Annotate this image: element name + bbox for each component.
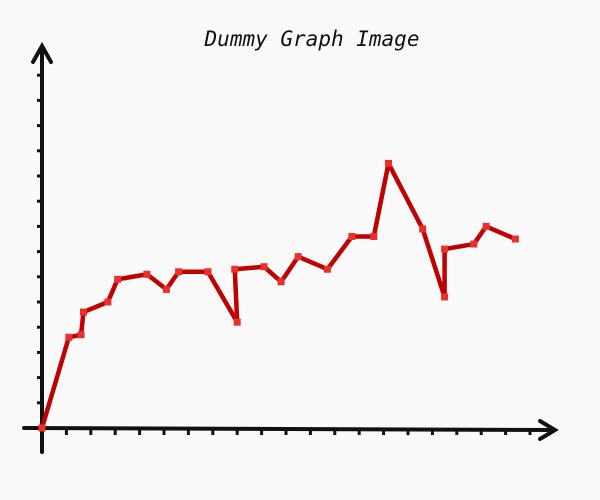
- x-axis: [22, 426, 556, 432]
- data-point: [419, 225, 427, 233]
- data-point: [65, 333, 73, 341]
- data-point: [294, 253, 302, 261]
- data-point: [370, 232, 378, 240]
- data-point: [162, 285, 170, 293]
- data-point: [441, 245, 449, 253]
- data-point: [204, 268, 212, 276]
- data-point: [114, 275, 122, 283]
- axes: [22, 41, 559, 454]
- data-point: [482, 222, 490, 230]
- data-point: [441, 293, 449, 301]
- data-point: [143, 270, 151, 278]
- data-point: [348, 232, 356, 240]
- data-point: [511, 235, 519, 243]
- data-point: [77, 331, 85, 339]
- data-point: [231, 265, 239, 273]
- chart-title: Dummy Graph Image: [204, 27, 420, 51]
- data-point: [277, 278, 285, 286]
- data-point: [260, 263, 268, 271]
- data-point: [470, 240, 478, 248]
- data-point: [38, 424, 46, 432]
- data-point: [384, 159, 392, 167]
- x-arrow: [538, 419, 559, 441]
- data-point: [79, 308, 87, 316]
- data-point: [323, 265, 331, 273]
- data-point: [175, 268, 183, 276]
- data-point: [233, 318, 241, 326]
- y-arrow: [31, 41, 53, 64]
- data-point: [104, 298, 112, 306]
